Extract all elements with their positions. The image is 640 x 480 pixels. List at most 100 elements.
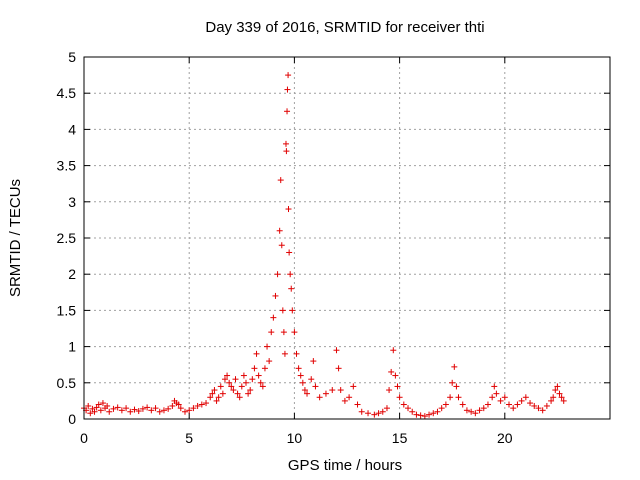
y-tick-label: 1.5	[57, 302, 77, 318]
x-tick-label: 15	[392, 430, 408, 446]
data-point	[493, 390, 500, 397]
data-point	[270, 314, 277, 321]
data-point	[438, 405, 445, 412]
data-point	[455, 394, 462, 401]
data-point	[430, 410, 437, 417]
data-point	[181, 408, 188, 415]
data-point	[276, 227, 283, 234]
data-point	[139, 405, 146, 412]
x-tick-label: 5	[185, 430, 193, 446]
x-tick-label: 0	[80, 430, 88, 446]
data-point	[287, 271, 294, 278]
data-point	[552, 387, 559, 394]
data-point	[99, 400, 106, 407]
data-point	[285, 72, 292, 79]
data-point	[421, 413, 428, 420]
data-point	[386, 387, 393, 394]
data-point	[144, 404, 151, 411]
data-point	[207, 394, 214, 401]
data-point	[266, 358, 273, 365]
y-tick-label: 1	[68, 339, 76, 355]
data-point	[468, 408, 475, 415]
data-point	[177, 405, 184, 412]
data-point	[228, 383, 235, 390]
data-point	[531, 402, 538, 409]
data-point	[510, 405, 517, 412]
data-point	[279, 307, 286, 314]
y-tick-label: 5	[68, 49, 76, 65]
data-point	[261, 365, 268, 372]
data-point	[329, 387, 336, 394]
data-point	[463, 407, 470, 414]
data-point	[175, 401, 182, 408]
data-point	[257, 379, 264, 386]
data-point	[392, 372, 399, 379]
data-point	[268, 329, 275, 336]
data-point	[548, 397, 555, 404]
data-point	[371, 411, 378, 418]
data-point	[447, 394, 454, 401]
data-point	[198, 401, 205, 408]
data-point	[554, 383, 561, 390]
x-tick-label: 20	[497, 430, 513, 446]
data-point	[491, 383, 498, 390]
data-point	[489, 394, 496, 401]
grid-layer	[84, 57, 610, 419]
data-point	[284, 86, 291, 93]
data-point	[283, 148, 290, 155]
y-tick-label: 2	[68, 266, 76, 282]
data-point	[354, 401, 361, 408]
data-point	[459, 401, 466, 408]
data-point	[527, 400, 534, 407]
data-point	[375, 410, 382, 417]
data-point	[365, 410, 372, 417]
data-point	[316, 394, 323, 401]
ticks-layer	[83, 56, 610, 420]
data-point	[501, 394, 508, 401]
data-point	[97, 407, 104, 414]
data-point	[127, 408, 134, 415]
data-point	[106, 408, 113, 415]
data-point	[203, 400, 210, 407]
x-tick-labels: 0 5 10 15 20	[80, 430, 513, 446]
y-tick-label: 2.5	[57, 230, 77, 246]
data-point	[285, 206, 292, 213]
data-point	[379, 408, 386, 415]
data-point	[236, 394, 243, 401]
data-point	[297, 372, 304, 379]
data-point	[484, 401, 491, 408]
data-point	[253, 350, 260, 357]
data-point	[322, 390, 329, 397]
data-point	[388, 368, 395, 375]
data-point	[274, 271, 281, 278]
y-tick-label: 3.5	[57, 158, 77, 174]
data-point	[558, 394, 565, 401]
data-point	[284, 108, 291, 115]
data-point	[226, 379, 233, 386]
data-point	[156, 408, 163, 415]
data-point	[390, 347, 397, 354]
data-point	[213, 397, 220, 404]
data-point	[341, 397, 348, 404]
data-point	[91, 408, 98, 415]
data-point	[259, 383, 266, 390]
data-point	[264, 343, 271, 350]
chart-title: Day 339 of 2016, SRMTID for receiver tht…	[205, 19, 484, 36]
data-point	[358, 408, 365, 415]
data-point	[215, 394, 222, 401]
data-point	[310, 358, 317, 365]
data-point	[152, 405, 159, 412]
y-tick-label: 4.5	[57, 85, 77, 101]
data-point	[295, 365, 302, 372]
data-point	[312, 383, 319, 390]
data-point	[383, 405, 390, 412]
data-point	[396, 394, 403, 401]
data-point	[472, 410, 479, 417]
data-point	[186, 407, 193, 414]
data-point	[301, 387, 308, 394]
data-point	[480, 405, 487, 412]
data-point	[221, 376, 228, 383]
data-point	[240, 372, 247, 379]
data-point	[337, 387, 344, 394]
